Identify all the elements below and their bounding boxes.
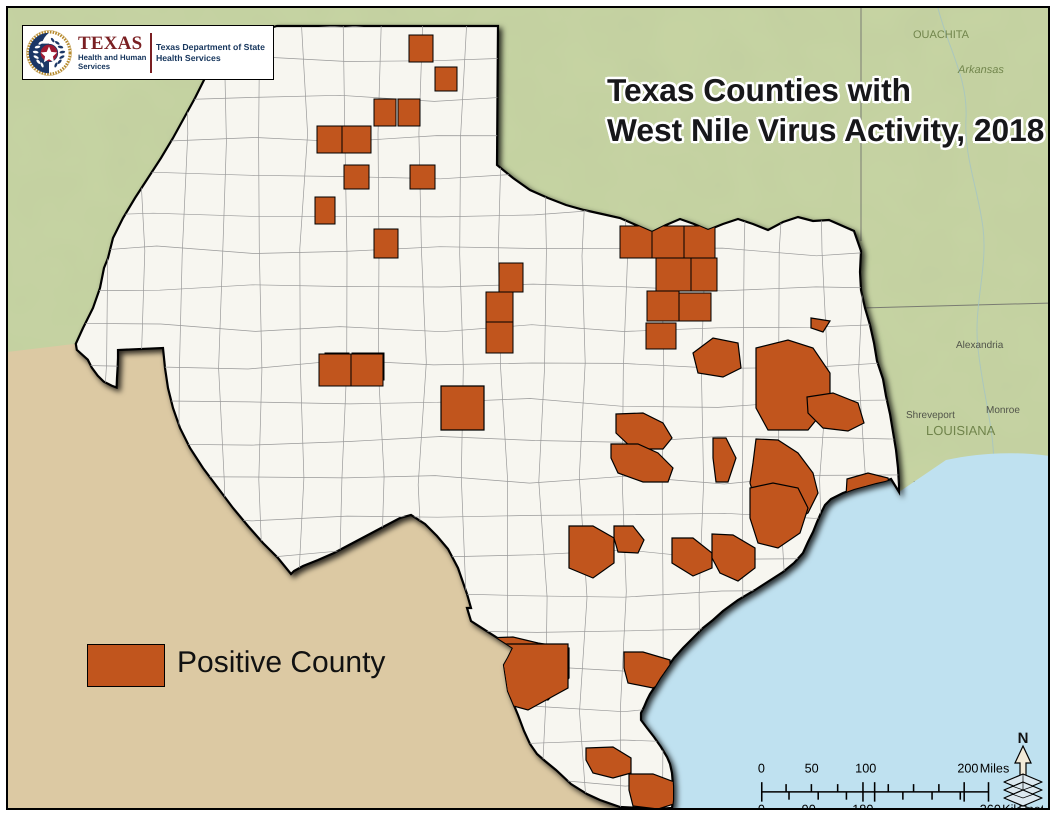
svg-text:50: 50 (805, 761, 819, 776)
svg-text:90: 90 (802, 802, 816, 810)
svg-text:OUACHITA: OUACHITA (913, 29, 970, 41)
svg-text:Monroe: Monroe (986, 405, 1020, 416)
svg-text:200: 200 (957, 761, 978, 776)
svg-text:LOUISIANA: LOUISIANA (926, 423, 996, 438)
svg-text:100: 100 (855, 761, 876, 776)
svg-text:Shreveport: Shreveport (906, 410, 955, 421)
svg-text:0: 0 (758, 761, 765, 776)
svg-text:0: 0 (758, 802, 765, 810)
svg-text:Alexandria: Alexandria (956, 340, 1004, 351)
svg-text:180: 180 (852, 802, 873, 810)
